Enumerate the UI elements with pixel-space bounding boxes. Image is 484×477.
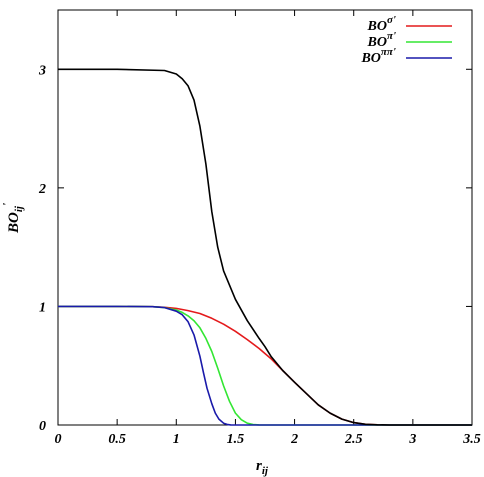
legend-entry-label: BOππ' <box>360 46 396 66</box>
legend-entry-label: BOσ' <box>367 14 396 34</box>
x-tick-label: 0 <box>55 432 62 447</box>
y-tick-label: 1 <box>39 300 46 315</box>
plot-frame <box>57 9 473 426</box>
x-tick-label: 3 <box>408 432 416 447</box>
x-tick-label: 1.5 <box>227 432 245 447</box>
x-tick-label: 2.5 <box>344 432 363 447</box>
y-tick-label: 0 <box>39 419 46 434</box>
x-axis-label: rij <box>256 458 269 477</box>
series-line-1 <box>58 305 472 426</box>
series-line-0 <box>58 305 472 426</box>
y-tick-label: 2 <box>38 182 46 197</box>
series-line-2 <box>58 305 472 426</box>
axis-ticks: 0 0.5 1 1.5 2 2.5 3 3.5 0 1 2 3 <box>38 10 481 447</box>
x-tick-label: 1 <box>173 432 180 447</box>
y-tick-label: 3 <box>38 63 46 78</box>
x-tick-label: 0.5 <box>108 432 126 447</box>
x-tick-label: 3.5 <box>462 432 481 447</box>
legend-entry-label: BOπ' <box>366 30 396 50</box>
x-tick-label: 2 <box>290 432 298 447</box>
legend: BOσ'BOπ'BOππ' <box>360 14 452 66</box>
series-lines <box>58 68 472 426</box>
y-axis-label: BOij' <box>1 203 25 234</box>
series-line-3 <box>58 68 472 426</box>
